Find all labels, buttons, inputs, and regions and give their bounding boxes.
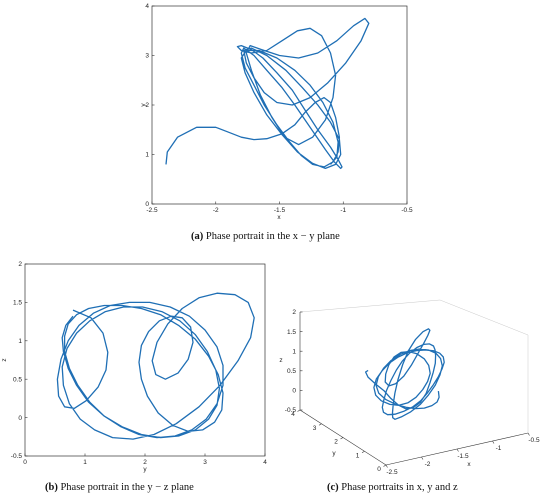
chart-b-y-tick-label: 0 <box>18 415 22 422</box>
caption-c: (c) Phase portraits in x, y and z <box>327 482 458 493</box>
chart-b-y-ticks: -0.5 0 0.5 1 1.5 2 <box>11 261 28 460</box>
chart-b-axes-box <box>24 263 266 457</box>
chart-a-y-label: y <box>140 103 147 107</box>
chart-c-x-tick-mark <box>385 464 388 468</box>
chart-b-x-tick-label: 2 <box>143 459 147 466</box>
chart-c-x-tick-mark <box>527 432 530 436</box>
chart-a-x-tick-label: -1 <box>340 207 346 214</box>
chart-c-y-tick-mark <box>318 423 322 426</box>
chart-a-x-tick-label: -0.5 <box>401 207 413 214</box>
chart-b-y-tick-label: 1 <box>18 338 22 345</box>
caption-a-text: Phase portrait in the x − y plane <box>205 231 340 242</box>
chart-c-y-tick-mark <box>361 450 365 454</box>
chart-b-x-tick-label: 3 <box>203 459 207 466</box>
chart-c-x-tick-mark <box>492 440 495 444</box>
chart-b-y-tick-label: 1.5 <box>13 300 22 307</box>
chart-c-y-tick-label: 0 <box>377 466 381 473</box>
chart-b-trajectory-line <box>56 292 255 440</box>
chart-c-y-label: y <box>332 450 336 457</box>
chart-a-y-tick-label: 2 <box>145 102 149 109</box>
chart-a-x-tick-label: -1.5 <box>274 207 286 214</box>
chart-a-x-label: x <box>277 214 281 221</box>
chart-b-x-label: y <box>143 466 147 473</box>
chart-c-x-tick-label: -2 <box>425 461 431 468</box>
chart-a-x-tick-label: -2.5 <box>146 207 158 214</box>
chart-c-y-tick-mark <box>297 409 301 412</box>
chart-a-y-tick-label: 4 <box>145 3 149 10</box>
chart-c-x-tick-mark <box>421 456 424 460</box>
chart-c-z-ticks: -0.5 0 0.5 1 1.5 2 <box>285 309 303 414</box>
caption-b: (b) Phase portrait in the y − z plane <box>45 482 194 493</box>
chart-c-x-tick-label: -1 <box>496 445 502 452</box>
chart-c-z-tick-label: 1 <box>292 348 296 355</box>
chart-a-axes-box <box>151 5 408 205</box>
chart-c-x-tick-label: -2.5 <box>386 469 398 476</box>
chart-c-y-tick-mark <box>340 437 344 440</box>
chart-b-y-tick-label: -0.5 <box>11 453 23 460</box>
chart-a-trajectory-line <box>165 17 370 170</box>
chart-a-y-tick-label: 0 <box>145 201 149 208</box>
chart-c-trajectory-line <box>364 328 445 420</box>
chart-c-z-tick-label: 1.5 <box>287 329 296 336</box>
chart-a-y-tick-label: 1 <box>145 152 149 159</box>
chart-c-y-tick-label: 2 <box>334 439 338 446</box>
chart-c-y-tick-label: 4 <box>291 411 295 418</box>
chart-c-x-tick-label: -1.5 <box>457 453 469 460</box>
caption-a-tag: (a) <box>191 231 204 242</box>
chart-c-x-label: x <box>467 461 471 468</box>
chart-c-z-label: z <box>279 357 282 364</box>
chart-b-x-tick-label: 1 <box>83 459 87 466</box>
chart-c-y-tick-label: 1 <box>356 452 360 459</box>
chart-a-y-tick-label: 3 <box>145 53 149 60</box>
chart-a-xy-plane: -2.5 -2 -1.5 -1 -0.5 0 1 2 3 4 x y <box>140 3 413 221</box>
chart-c-3d-faint-box <box>299 299 529 433</box>
caption-c-text: Phase portraits in x, y and z <box>341 482 458 493</box>
caption-b-tag: (b) <box>45 482 58 493</box>
chart-a-y-ticks: 0 1 2 3 4 <box>145 3 155 208</box>
chart-c-x-ticks: -2.5 -2 -1.5 -1 -0.5 <box>385 432 540 476</box>
chart-c-y-ticks: 0 1 2 3 4 <box>291 409 387 473</box>
chart-c-x-tick-mark <box>456 448 459 452</box>
chart-b-y-tick-label: 2 <box>18 261 22 268</box>
chart-a-x-tick-label: -2 <box>213 207 219 214</box>
chart-b-y-label: z <box>1 358 8 361</box>
chart-b-y-tick-label: 0.5 <box>13 376 22 383</box>
caption-a: (a) Phase portrait in the x − y plane <box>191 231 340 242</box>
chart-c-z-tick-label: 0 <box>292 388 296 395</box>
caption-c-tag: (c) <box>327 482 339 493</box>
chart-c-3d: -0.5 0 0.5 1 1.5 2 -2.5 -2 -1.5 -1 -0.5 0 1 2 3 4 z x… <box>279 299 540 476</box>
chart-a-x-ticks: -2.5 -2 -1.5 -1 -0.5 <box>146 201 413 214</box>
chart-c-y-tick-label: 3 <box>313 425 317 432</box>
chart-b-x-tick-label: 4 <box>263 459 267 466</box>
chart-c-z-tick-label: 0.5 <box>287 368 296 375</box>
chart-b-x-tick-label: 0 <box>23 459 27 466</box>
chart-c-z-tick-label: -0.5 <box>285 407 297 414</box>
chart-c-y-tick-mark <box>383 464 387 467</box>
chart-c-x-tick-label: -0.5 <box>528 437 540 444</box>
chart-c-z-tick-label: 2 <box>292 309 296 316</box>
caption-b-text: Phase portrait in the y − z plane <box>60 482 194 493</box>
chart-b-x-ticks: 0 1 2 3 4 <box>23 453 267 466</box>
